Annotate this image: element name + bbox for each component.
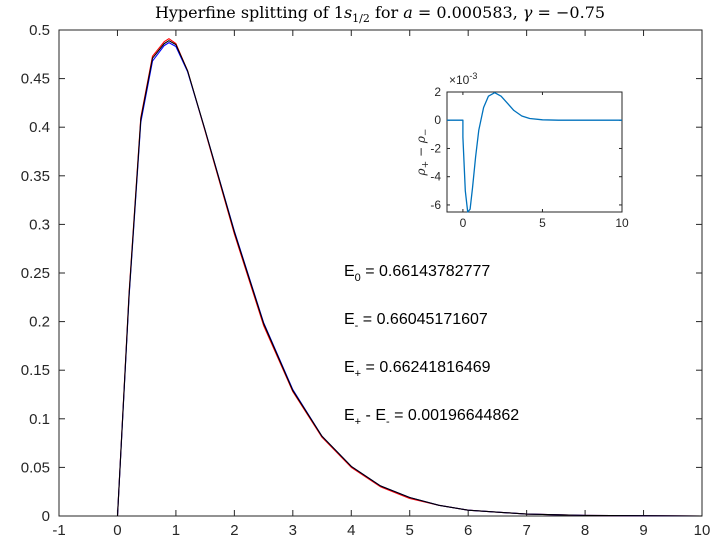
main-x-tick-label: 10 [694, 522, 711, 539]
title-part-1: s [344, 3, 352, 22]
inset-exponent-label: ×10-3 [449, 71, 477, 87]
title-part-5: = 0.000583, [413, 3, 523, 22]
inset-ylabel-rho-minus: − ρ [414, 136, 428, 161]
main-x-tick-label: 8 [581, 522, 589, 539]
main-y-tick-label: 0.4 [29, 119, 50, 136]
main-y-tick-label: 0.3 [29, 216, 50, 233]
inset-series [447, 92, 622, 213]
main-y-tick-label: 0.5 [29, 22, 50, 39]
annotation-eplus-value: = 0.66241816469 [361, 359, 491, 376]
title-part-6: γ [523, 3, 533, 22]
main-x-tick-label: 2 [230, 522, 238, 539]
inset-y-tick-label: -2 [430, 141, 441, 155]
main-y-tick-label: 0.05 [21, 459, 50, 476]
main-y-tick-label: 0.1 [29, 411, 50, 428]
main-y-tick-label: 0.2 [29, 314, 50, 331]
inset-exponent-power: -3 [469, 71, 477, 81]
main-x-tick-label: 1 [172, 522, 180, 539]
main-y-tick-label: 0.15 [21, 362, 50, 379]
annotation-eminus-sub: - [355, 320, 359, 332]
annotation-eminus-main: E [344, 311, 355, 328]
main-ticks: -1 0 1 2 3 4 5 6 7 8 9 1000.050.10.150.20.250.30.35… [21, 22, 711, 539]
main-x-tick-label: -1 [52, 522, 65, 539]
inset-y-tick-label: 2 [434, 85, 441, 99]
annotation-eplus-main: E [344, 359, 355, 376]
inset-series-line-0 [447, 92, 622, 213]
annotation-diff-sub: + [355, 416, 361, 428]
main-y-tick-label: 0.45 [21, 71, 50, 88]
annotation-e0-sub: 0 [355, 272, 361, 284]
annotation-e0-main: E [344, 263, 355, 280]
title-part-2: 1/2 [352, 12, 370, 25]
chart-title: Hyperfine splitting of 1s1/2 for a = 0.0… [155, 3, 605, 25]
inset-y-tick-label: 0 [434, 113, 441, 127]
annotation-e0: E0 = 0.66143782777 [344, 263, 490, 284]
main-x-tick-label: 0 [113, 522, 121, 539]
main-y-tick-label: 0 [42, 508, 50, 525]
main-y-tick-label: 0.25 [21, 265, 50, 282]
inset-exponent-base: ×10 [449, 73, 470, 87]
main-series-line-2 [116, 40, 703, 517]
inset-x-tick-label: 10 [615, 216, 629, 230]
annotation-difference: E+ - E- = 0.00196644862 [344, 407, 519, 428]
main-y-tick-label: 0.35 [21, 168, 50, 185]
main-x-tick-label: 7 [522, 522, 530, 539]
annotation-eplus-sub: + [355, 368, 361, 380]
inset-y-tick-label: -4 [430, 170, 441, 184]
main-x-tick-label: 6 [464, 522, 472, 539]
annotation-eminus: E- = 0.66045171607 [344, 311, 488, 332]
main-series [116, 38, 703, 517]
inset-ylabel-minus: − [421, 129, 431, 137]
annotation-diff-mid: - E [361, 407, 386, 424]
main-x-tick-label: 3 [289, 522, 297, 539]
title-part-4: a [403, 3, 413, 22]
inset-x-tick-label: 0 [460, 216, 467, 230]
annotation-eplus: E+ = 0.66241816469 [344, 359, 491, 380]
inset-ticks: 0 5 10 -6 -4 -2 0 2 [430, 85, 629, 230]
main-x-tick-label: 9 [639, 522, 647, 539]
annotation-eminus-value: = 0.66045171607 [358, 311, 488, 328]
inset-y-tick-label: -6 [430, 198, 441, 212]
title-part-7: = −0.75 [532, 3, 605, 22]
inset-ylabel-rho-plus: ρ [414, 168, 428, 176]
inset-ylabel-plus: + [421, 161, 431, 169]
title-part-3: for [370, 3, 403, 22]
inset-x-tick-label: 5 [539, 216, 546, 230]
main-x-tick-label: 5 [406, 522, 414, 539]
annotation-e0-value: = 0.66143782777 [361, 263, 491, 280]
title-part-0: Hyperfine splitting of 1 [155, 3, 344, 22]
annotation-diff-sub2: - [386, 416, 390, 428]
main-x-tick-label: 4 [347, 522, 355, 539]
annotation-diff-main: E [344, 407, 355, 424]
inset-plot-frame [446, 91, 623, 213]
annotation-diff-value: = 0.00196644862 [390, 407, 520, 424]
inset-y-axis-label: ρ+ − ρ− [414, 129, 431, 177]
